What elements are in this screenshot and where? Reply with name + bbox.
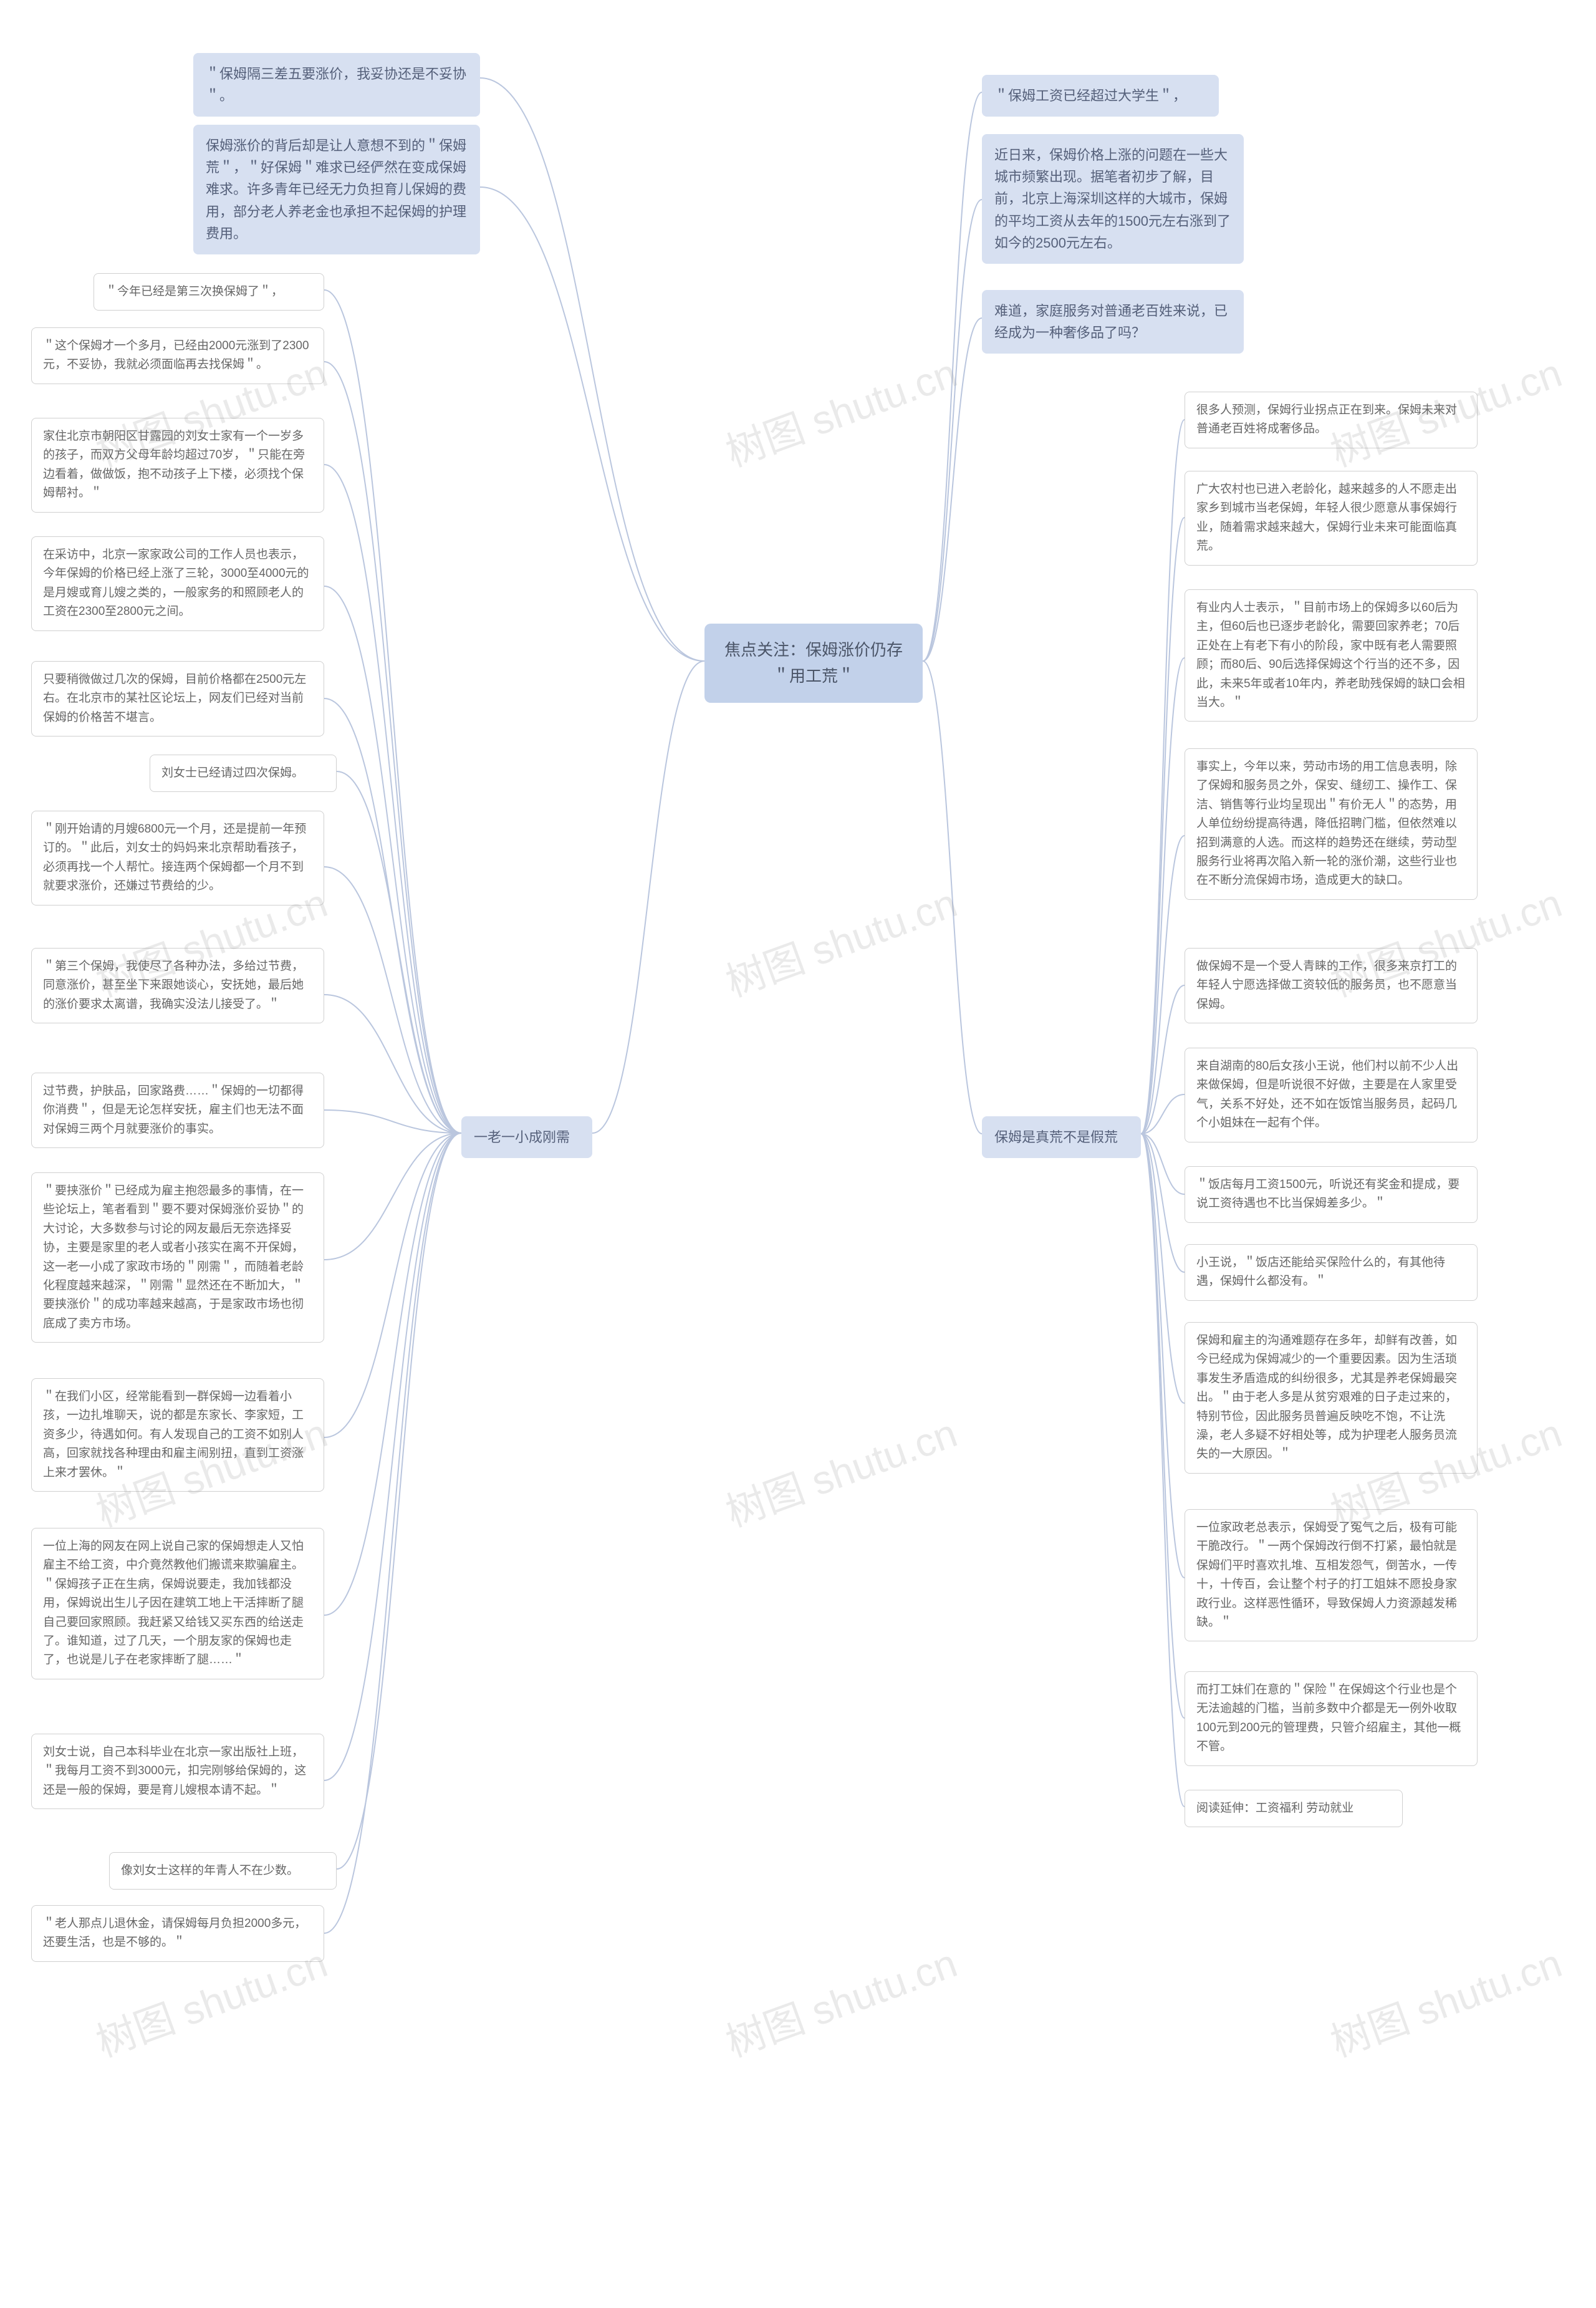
l7_2: 广大农村也已进入老龄化，越来越多的人不愿走出家乡到城市当老保姆，年轻人很少愿意从… — [1185, 471, 1478, 566]
l7_3: 有业内人士表示，＂目前市场上的保姆多以60后为主，但60后也已逐步老龄化，需要回… — [1185, 589, 1478, 722]
watermark: 树图 shutu.cn — [1322, 1931, 1569, 2068]
l7_5: 做保姆不是一个受人青睐的工作，很多来京打工的年轻人宁愿选择做工资较低的服务员，也… — [1185, 948, 1478, 1023]
l3_8: ＂第三个保姆，我使尽了各种办法，多给过节费，同意涨价，甚至坐下来跟她谈心，安抚她… — [31, 948, 324, 1023]
center-topic: 焦点关注：保姆涨价仍存＂用工荒＂ — [704, 624, 923, 703]
l3_2: ＂这个保姆才一个多月，已经由2000元涨到了2300元，不妥协，我就必须面临再去… — [31, 327, 324, 384]
b7: 保姆是真荒不是假荒 — [982, 1116, 1141, 1158]
b2: 保姆涨价的背后却是让人意想不到的＂保姆荒＂，＂好保姆＂难求已经俨然在变成保姆难求… — [193, 125, 480, 254]
b6: 难道，家庭服务对普通老百姓来说，已经成为一种奢侈品了吗？ — [982, 290, 1244, 354]
l7_1: 很多人预测，保姆行业拐点正在到来。保姆未来对普通老百姓将成奢侈品。 — [1185, 392, 1478, 448]
l3_4: 在采访中，北京一家家政公司的工作人员也表示，今年保姆的价格已经上涨了三轮，300… — [31, 536, 324, 631]
l7_8: 小王说，＂饭店还能给买保险什么的，有其他待遇，保姆什么都没有。＂ — [1185, 1244, 1478, 1301]
watermark: 树图 shutu.cn — [717, 341, 964, 478]
l3_6: 刘女士已经请过四次保姆。 — [150, 755, 337, 792]
l3_14: 像刘女士这样的年青人不在少数。 — [109, 1852, 337, 1890]
l7_9: 保姆和雇主的沟通难题存在多年，却鲜有改善，如今已经成为保姆减少的一个重要因素。因… — [1185, 1322, 1478, 1474]
l3_15: ＂老人那点儿退休金，请保姆每月负担2000多元，还要生活，也是不够的。＂ — [31, 1905, 324, 1962]
b5: 近日来，保姆价格上涨的问题在一些大城市频繁出现。据笔者初步了解，目前，北京上海深… — [982, 134, 1244, 264]
watermark: 树图 shutu.cn — [717, 1401, 964, 1538]
l3_12: 一位上海的网友在网上说自己家的保姆想走人又怕雇主不给工资，中介竟然教他们搬谎来欺… — [31, 1528, 324, 1679]
l3_13: 刘女士说，自己本科毕业在北京一家出版社上班，＂我每月工资不到3000元，扣完刚够… — [31, 1734, 324, 1809]
l7_7: ＂饭店每月工资1500元，听说还有奖金和提成，要说工资待遇也不比当保姆差多少。＂ — [1185, 1166, 1478, 1223]
b1: ＂保姆隔三差五要涨价，我妥协还是不妥协＂。 — [193, 53, 480, 117]
b3: 一老一小成刚需 — [461, 1116, 592, 1158]
l7_6: 来自湖南的80后女孩小王说，他们村以前不少人出来做保姆，但是听说很不好做，主要是… — [1185, 1048, 1478, 1142]
l3_10: ＂要挟涨价＂已经成为雇主抱怨最多的事情，在一些论坛上，笔者看到＂要不要对保姆涨价… — [31, 1172, 324, 1343]
l7_10: 一位家政老总表示，保姆受了冤气之后，极有可能干脆改行。＂一两个保姆改行倒不打紧，… — [1185, 1509, 1478, 1641]
l7_12: 阅读延伸：工资福利 劳动就业 — [1185, 1790, 1403, 1827]
l3_7: ＂刚开始请的月嫂6800元一个月，还是提前一年预订的。＂此后，刘女士的妈妈来北京… — [31, 811, 324, 905]
l3_5: 只要稍微做过几次的保姆，目前价格都在2500元左右。在北京市的某社区论坛上，网友… — [31, 661, 324, 736]
l3_1: ＂今年已经是第三次换保姆了＂， — [94, 273, 324, 311]
b4: ＂保姆工资已经超过大学生＂， — [982, 75, 1219, 117]
watermark: 树图 shutu.cn — [717, 871, 964, 1008]
watermark: 树图 shutu.cn — [717, 1931, 964, 2068]
l7_4: 事实上，今年以来，劳动市场的用工信息表明，除了保姆和服务员之外，保安、缝纫工、操… — [1185, 748, 1478, 900]
l7_11: 而打工妹们在意的＂保险＂在保姆这个行业也是个无法逾越的门槛，当前多数中介都是无一… — [1185, 1671, 1478, 1766]
l3_11: ＂在我们小区，经常能看到一群保姆一边看着小孩，一边扎堆聊天，说的都是东家长、李家… — [31, 1378, 324, 1492]
l3_3: 家住北京市朝阳区甘露园的刘女士家有一个一岁多的孩子，而双方父母年龄均超过70岁，… — [31, 418, 324, 513]
l3_9: 过节费，护肤品，回家路费……＂保姆的一切都得你消费＂，但是无论怎样安抚，雇主们也… — [31, 1073, 324, 1148]
